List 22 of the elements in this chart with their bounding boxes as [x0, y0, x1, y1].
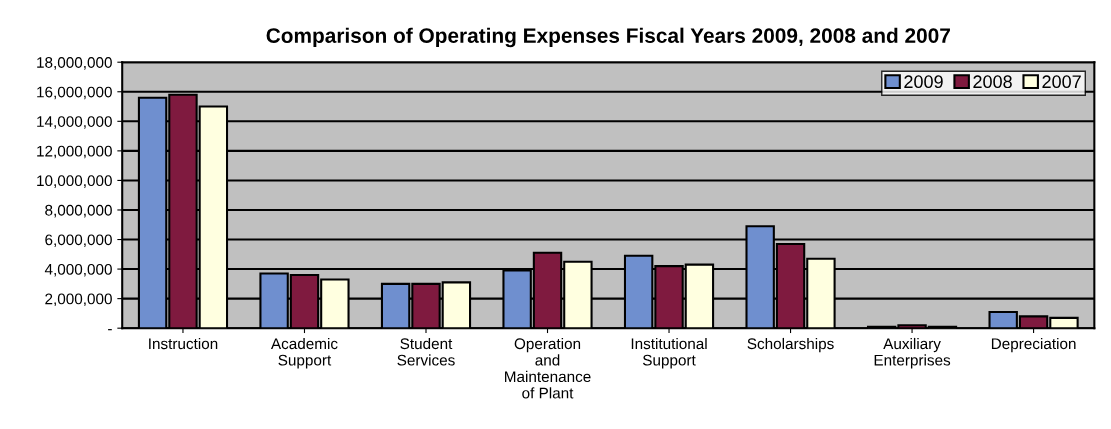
y-tick-label: 6,000,000 [45, 234, 112, 248]
x-tick-label: Depreciation [991, 337, 1076, 353]
y-tick-label: 14,000,000 [37, 116, 112, 129]
x-tick-label: Student Services [397, 337, 455, 366]
x-tick-label: Auxiliary Enterprises [874, 337, 951, 369]
y-tick-label: 8,000,000 [45, 204, 112, 218]
y-tick-label: 2,000,000 [45, 293, 112, 307]
legend-label: 2009 [904, 75, 943, 89]
x-tick-label: Academic Support [270, 337, 338, 369]
y-tick-label: 12,000,000 [37, 145, 112, 159]
y-tick-label: 4,000,000 [44, 263, 112, 277]
y-tick-label: 18,000,000 [37, 57, 112, 70]
legend-label: 2008 [973, 75, 1012, 89]
y-tick-label: 16,000,000 [37, 86, 112, 100]
x-tick-label: Scholarships [747, 337, 834, 353]
x-tick-label: Instruction [149, 337, 218, 350]
y-tick-label: - [108, 329, 112, 331]
chart-title: Comparison of Operating Expenses Fiscal Years 2009, 2008 and 2007 [266, 27, 950, 48]
x-tick-label: Institutional Support [631, 337, 707, 369]
legend-label: 2007 [1042, 75, 1081, 89]
y-tick-label: 10,000,000 [37, 175, 112, 188]
x-tick-label: Operation and Maintenance of Plant [505, 337, 591, 399]
